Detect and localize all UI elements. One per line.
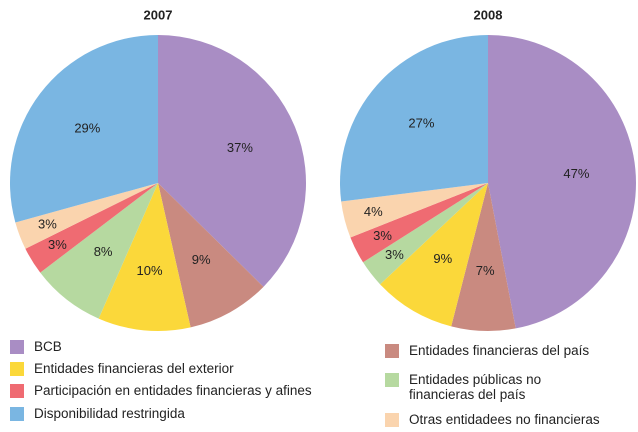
pie-slice <box>25 183 159 273</box>
legend-swatch <box>10 340 24 354</box>
pie-slice <box>40 183 158 319</box>
legend-label: Entidades financieras del exterior <box>34 361 234 376</box>
pie-slice <box>488 35 637 329</box>
value-label: 3% <box>373 228 392 243</box>
pie-slice <box>340 35 488 202</box>
chart-title: 2007 <box>144 7 173 22</box>
value-label: 4% <box>364 204 383 219</box>
pie-slice <box>380 183 488 327</box>
pie-slice <box>363 183 488 285</box>
legend-swatch <box>385 344 399 358</box>
legend-swatch <box>10 362 24 376</box>
legend-label: Otras entidadees no financieras <box>409 412 600 427</box>
legend-label: Participación en entidades financieras y… <box>34 383 312 398</box>
value-label: 29% <box>74 121 100 136</box>
pie-slice <box>98 183 191 331</box>
value-label: 3% <box>48 237 67 252</box>
value-label: 27% <box>408 116 434 131</box>
pie-slice <box>158 35 307 287</box>
legend-swatch <box>385 413 399 427</box>
value-label: 3% <box>38 217 57 232</box>
pie-slice <box>451 183 516 331</box>
value-label: 10% <box>137 263 163 278</box>
legend-label: Entidades financieras del país <box>409 343 590 358</box>
value-label: 37% <box>227 140 253 155</box>
chart-title: 2008 <box>474 7 503 22</box>
pie-slice <box>15 183 158 249</box>
pie-slice <box>341 183 488 238</box>
value-label: 9% <box>192 252 211 267</box>
pie-slice <box>158 183 264 328</box>
legend-label: Disponibilidad restringida <box>34 406 185 421</box>
value-label: 3% <box>385 247 404 262</box>
pie-slice <box>10 35 159 223</box>
value-label: 9% <box>433 251 452 266</box>
legend-label: BCB <box>34 339 62 354</box>
legend-swatch <box>385 373 399 387</box>
legend-swatch <box>10 384 24 398</box>
legend-swatch <box>10 407 24 421</box>
value-label: 47% <box>563 166 589 181</box>
value-label: 7% <box>476 263 495 278</box>
pie-slice <box>350 183 488 263</box>
value-label: 8% <box>94 244 113 259</box>
legend-label: Entidades públicas no financieras del pa… <box>409 372 542 402</box>
